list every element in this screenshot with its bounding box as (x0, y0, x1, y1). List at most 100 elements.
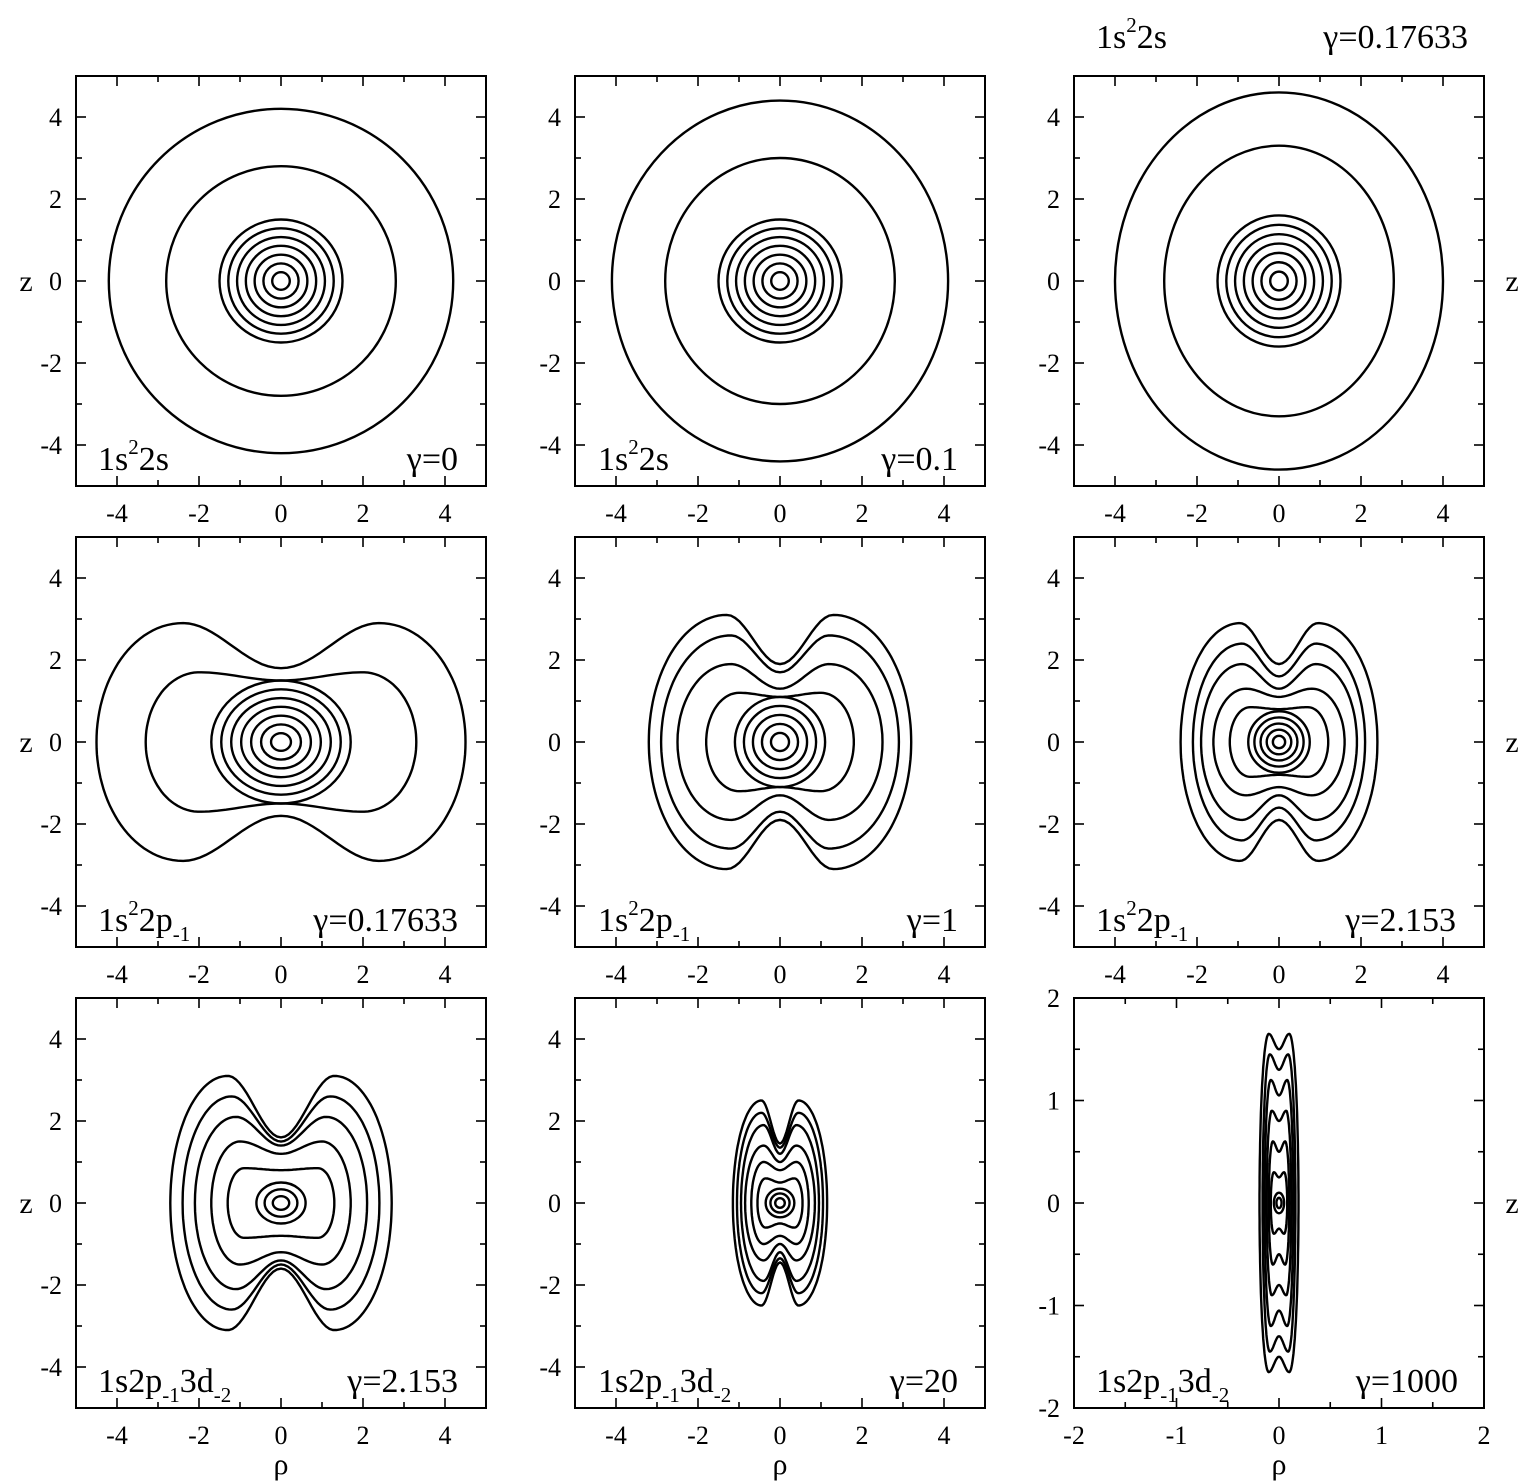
contour-line (249, 714, 313, 770)
x-tick-label: -2 (1063, 1421, 1085, 1450)
x-tick-label: -2 (188, 960, 210, 989)
y-tick-label: 4 (49, 1025, 62, 1054)
y-tick-label: 2 (49, 1107, 62, 1136)
x-tick-label: 0 (774, 960, 787, 989)
x-tick-label: -2 (687, 1421, 709, 1450)
state-label: 1s22s (598, 435, 669, 478)
state-label: 1s22s (1096, 13, 1167, 56)
y-tick-label: 2 (548, 185, 561, 214)
y-tick-label: 2 (49, 185, 62, 214)
state-label: 1s2p-13d-2 (98, 1363, 231, 1407)
contour-line (705, 691, 855, 793)
x-tick-label: -4 (106, 1421, 128, 1450)
gamma-label: γ=0.17633 (312, 902, 458, 939)
contour-line (769, 731, 791, 753)
contour-line (676, 662, 884, 822)
contour-line (259, 723, 303, 761)
contour-panel: -4 -2 0 2 4 4 2 0 -2 -4 (40, 536, 487, 989)
contour-line (731, 1099, 829, 1307)
x-tick-label: 2 (1355, 499, 1368, 528)
y-tick-label: 0 (49, 1189, 62, 1218)
y-tick-label: 2 (548, 1107, 561, 1136)
contour-line (774, 1197, 786, 1209)
contour-line (271, 1194, 291, 1212)
contour-line (144, 671, 418, 813)
x-tick-label: 4 (1437, 499, 1450, 528)
contour-line (761, 262, 799, 300)
contour-line (1272, 1191, 1286, 1215)
contour-line (659, 634, 901, 850)
contour-line (244, 244, 318, 318)
contour-line (271, 271, 291, 291)
plot-frame (1073, 536, 1485, 948)
y-tick-label: -1 (1038, 1292, 1060, 1321)
x-tick-label: -2 (188, 499, 210, 528)
contour-line (263, 1188, 299, 1218)
x-tick-label: 0 (774, 1421, 787, 1450)
x-tick-label: 0 (1273, 960, 1286, 989)
contour-line (193, 1115, 369, 1291)
y-tick-label: 1 (1047, 1087, 1060, 1116)
plot-frame (574, 997, 986, 1409)
x-tick-label: 2 (1355, 960, 1368, 989)
gamma-label: γ=0.1 (880, 441, 958, 478)
y-tick-label: 2 (1047, 185, 1060, 214)
contour-panel: -2 -1 0 1 2 2 1 0 -1 -2 ρ (1038, 984, 1490, 1481)
y-axis-title: z (1505, 265, 1518, 298)
contour-line (1251, 251, 1307, 311)
plot-frame (574, 536, 986, 948)
contour-line (1265, 1109, 1293, 1297)
contour-line (227, 227, 335, 335)
x-tick-label: -4 (605, 499, 627, 528)
contour-line (1265, 728, 1293, 756)
y-tick-label: -2 (1038, 1394, 1060, 1423)
contour-line (1199, 662, 1359, 822)
contour-line (739, 1123, 821, 1283)
contour-line (1228, 706, 1330, 778)
contour-line (253, 253, 309, 309)
contour-line (1260, 261, 1298, 301)
plot-frame (574, 75, 986, 487)
x-tick-label: 4 (938, 960, 951, 989)
x-tick-label: 4 (439, 499, 452, 528)
x-tick-label: 1 (1375, 1421, 1388, 1450)
state-label: 1s22p-1 (98, 896, 190, 946)
x-tick-label: 0 (275, 1421, 288, 1450)
contour-panel: -4 -2 0 2 4 4 2 0 -2 -4 (539, 536, 986, 989)
y-tick-label: -4 (1038, 431, 1060, 460)
x-tick-label: -4 (605, 960, 627, 989)
contour-panel: -4 -2 0 2 4 4 2 0 -2 -4 ρ (40, 997, 487, 1481)
x-tick-label: -4 (605, 1421, 627, 1450)
y-tick-label: 0 (548, 267, 561, 296)
x-tick-label: -2 (188, 1421, 210, 1450)
contour-line (743, 244, 817, 318)
x-tick-label: -4 (106, 960, 128, 989)
y-tick-label: 0 (548, 1189, 561, 1218)
x-tick-label: 0 (275, 960, 288, 989)
x-tick-label: 2 (856, 960, 869, 989)
x-tick-label: -2 (687, 499, 709, 528)
contour-line (1179, 621, 1379, 863)
plot-frame (1073, 997, 1485, 1409)
contour-line (1263, 1078, 1295, 1328)
plot-frame (75, 536, 487, 948)
contour-line (760, 722, 800, 762)
contour-line (1267, 1140, 1291, 1266)
contour-line (769, 1192, 791, 1214)
contour-line (756, 1177, 804, 1229)
contour-panel: -4 -2 0 2 4 4 2 0 -2 -4 (539, 75, 986, 528)
gamma-label: γ=2.153 (1344, 902, 1456, 939)
gamma-label: γ=0 (406, 441, 458, 478)
y-axis-title: z (19, 265, 32, 298)
contour-line (735, 1111, 825, 1295)
contour-line (726, 227, 834, 335)
contour-line (226, 1167, 336, 1239)
y-tick-label: -2 (539, 1271, 561, 1300)
contour-line (610, 99, 950, 463)
contour-line (210, 1140, 352, 1266)
y-axis-title: z (19, 1187, 32, 1220)
contour-line (181, 1095, 381, 1311)
contour-line (1233, 232, 1325, 330)
x-tick-label: 4 (1437, 960, 1450, 989)
